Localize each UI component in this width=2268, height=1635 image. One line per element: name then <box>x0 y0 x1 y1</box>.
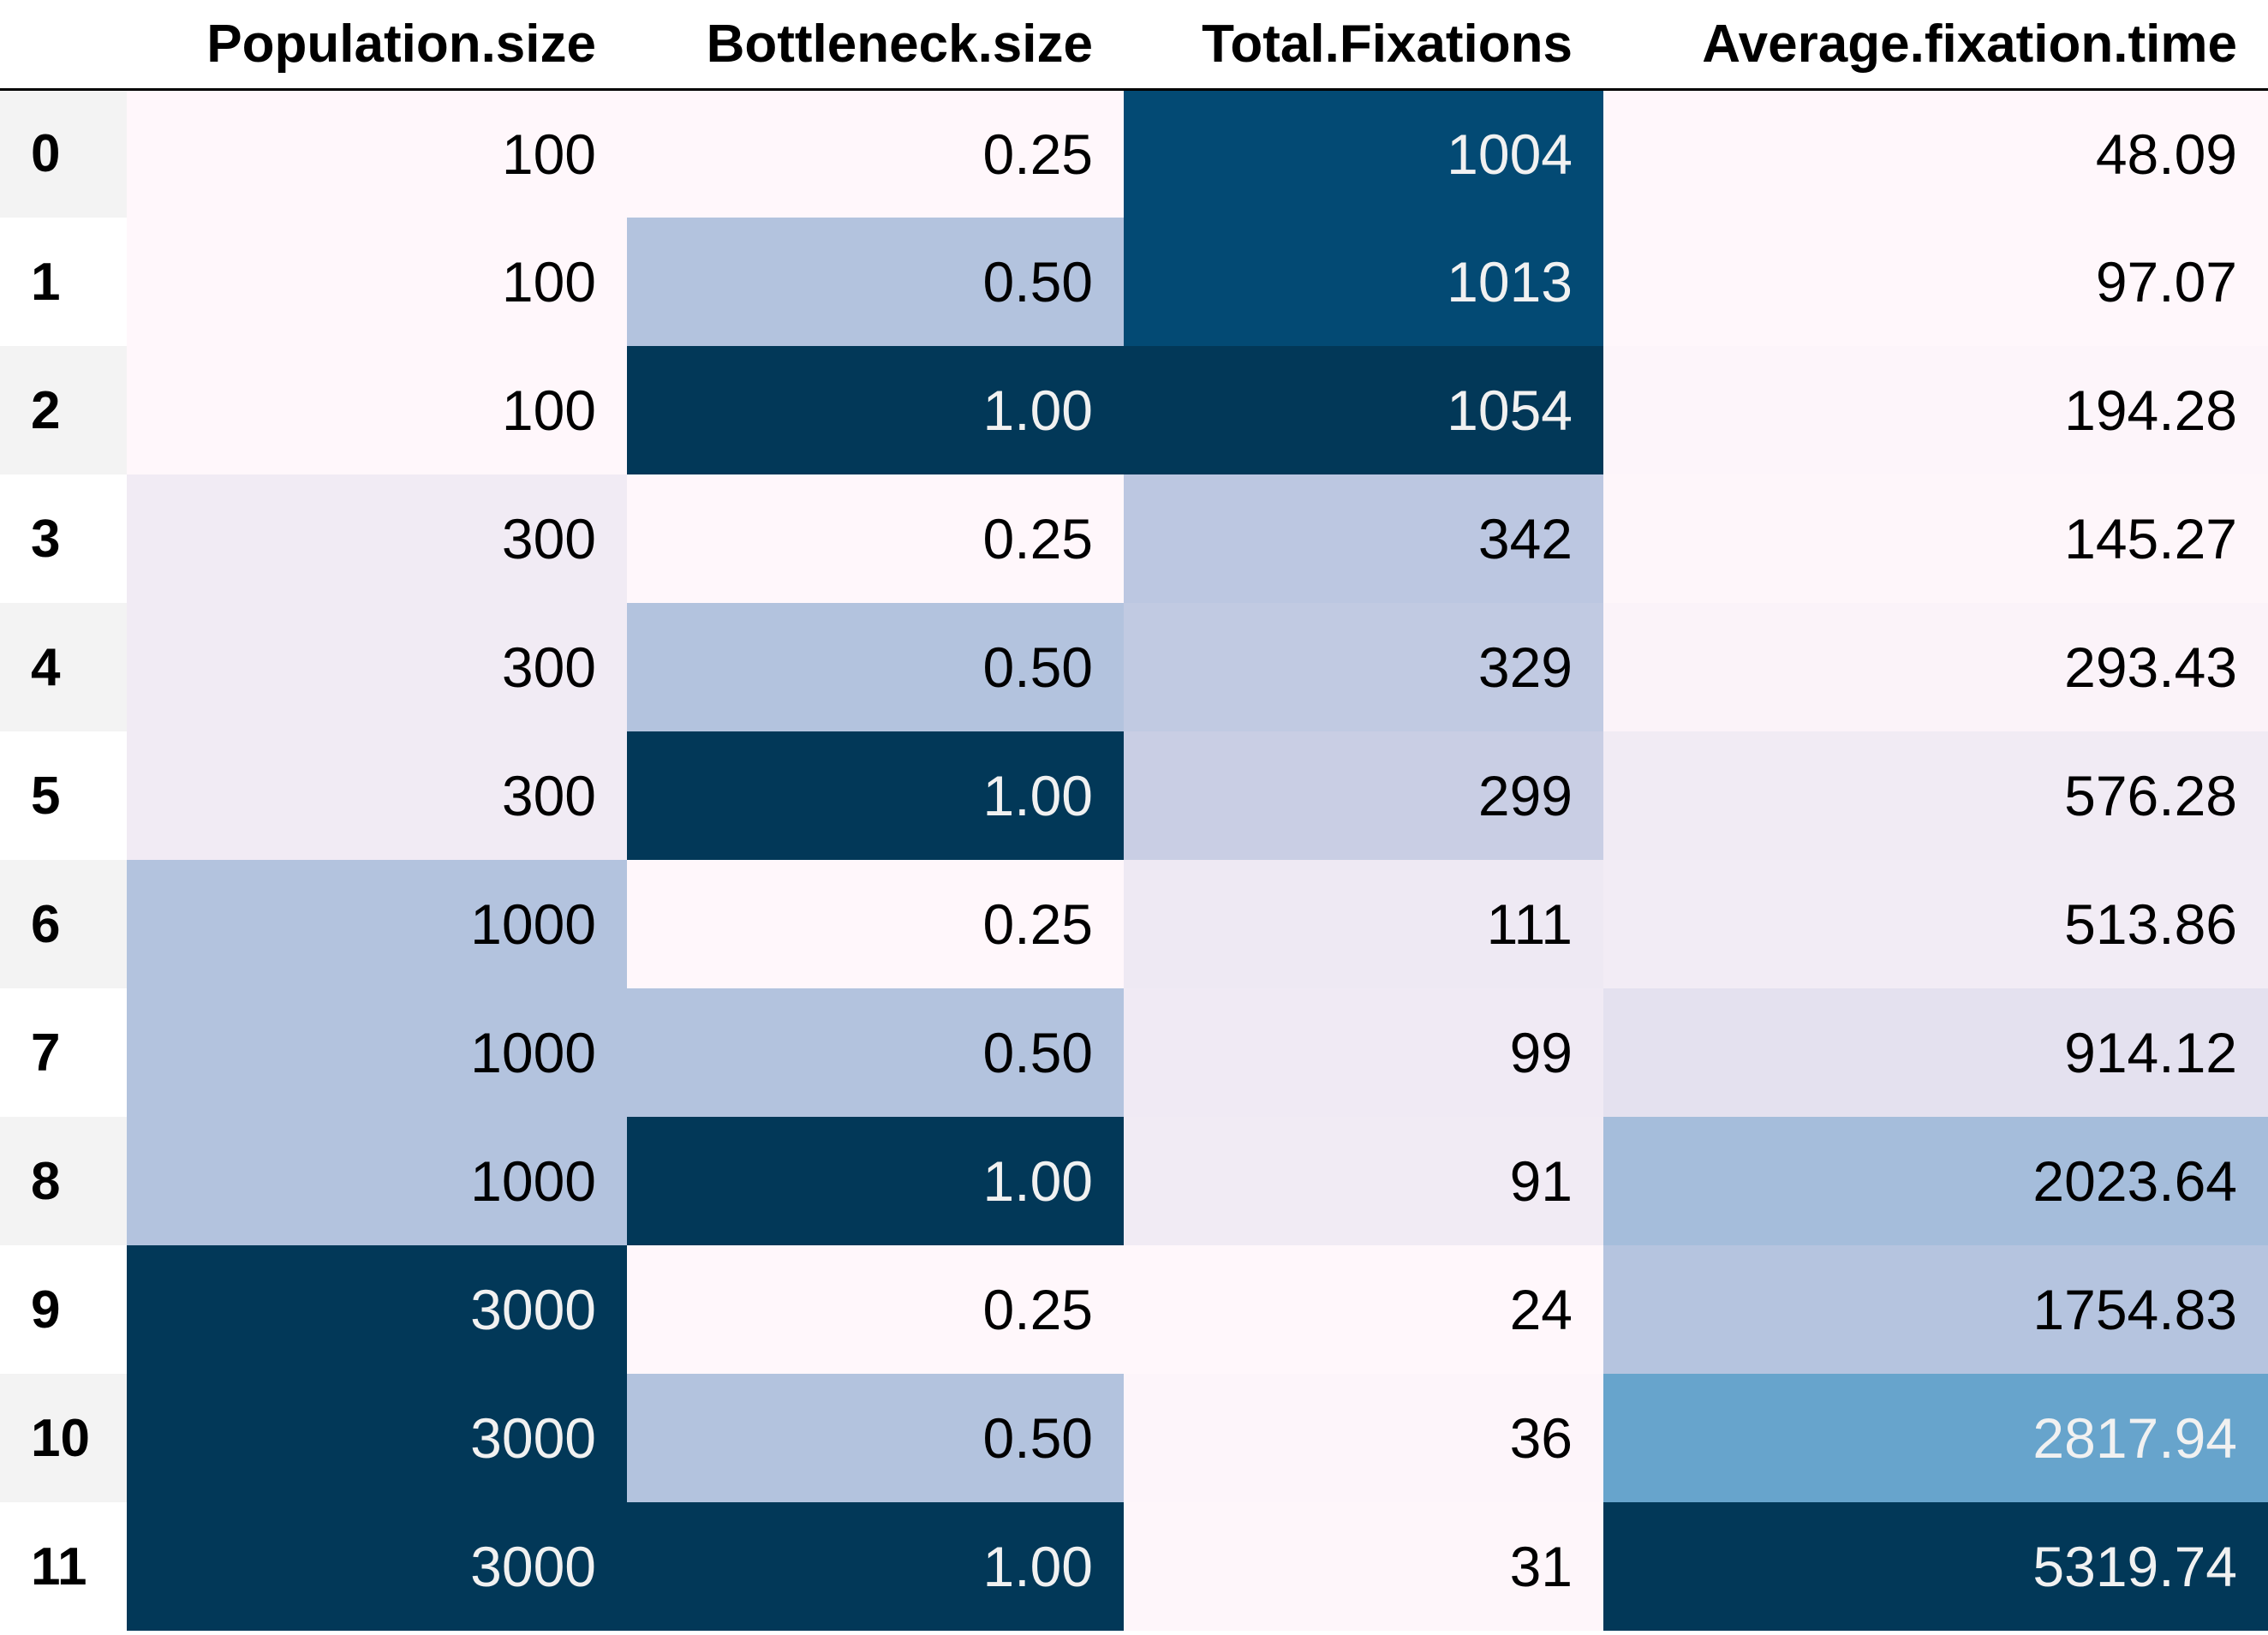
row-index: 10 <box>0 1374 127 1502</box>
row-index: 8 <box>0 1117 127 1245</box>
table-row: 4 300 0.50 329 293.43 <box>0 603 2268 731</box>
cell-total-fixations: 342 <box>1124 474 1603 603</box>
cell-total-fixations: 36 <box>1124 1374 1603 1502</box>
row-index: 6 <box>0 860 127 988</box>
row-index: 2 <box>0 346 127 474</box>
cell-total-fixations: 1013 <box>1124 218 1603 346</box>
cell-total-fixations: 99 <box>1124 988 1603 1117</box>
row-index: 0 <box>0 89 127 218</box>
cell-average-fixation-time: 2023.64 <box>1603 1117 2268 1245</box>
cell-population-size: 300 <box>127 474 627 603</box>
table-row: 8 1000 1.00 91 2023.64 <box>0 1117 2268 1245</box>
table-header: Population.size Bottleneck.size Total.Fi… <box>0 0 2268 91</box>
cell-average-fixation-time: 1754.83 <box>1603 1245 2268 1374</box>
header-row: Population.size Bottleneck.size Total.Fi… <box>0 0 2268 91</box>
cell-bottleneck-size: 0.25 <box>627 89 1124 218</box>
cell-bottleneck-size: 0.25 <box>627 474 1124 603</box>
cell-bottleneck-size: 1.00 <box>627 1117 1124 1245</box>
row-index: 3 <box>0 474 127 603</box>
table-row: 10 3000 0.50 36 2817.94 <box>0 1374 2268 1502</box>
cell-population-size: 100 <box>127 346 627 474</box>
cell-average-fixation-time: 145.27 <box>1603 474 2268 603</box>
cell-average-fixation-time: 914.12 <box>1603 988 2268 1117</box>
cell-bottleneck-size: 0.50 <box>627 988 1124 1117</box>
cell-average-fixation-time: 48.09 <box>1603 89 2268 218</box>
cell-bottleneck-size: 0.25 <box>627 860 1124 988</box>
cell-average-fixation-time: 293.43 <box>1603 603 2268 731</box>
cell-bottleneck-size: 0.50 <box>627 1374 1124 1502</box>
cell-total-fixations: 31 <box>1124 1502 1603 1631</box>
cell-average-fixation-time: 2817.94 <box>1603 1374 2268 1502</box>
cell-bottleneck-size: 0.25 <box>627 1245 1124 1374</box>
cell-total-fixations: 24 <box>1124 1245 1603 1374</box>
column-header-population-size: Population.size <box>127 0 627 91</box>
cell-total-fixations: 1004 <box>1124 89 1603 218</box>
cell-bottleneck-size: 0.50 <box>627 603 1124 731</box>
cell-population-size: 1000 <box>127 860 627 988</box>
row-index: 11 <box>0 1502 127 1631</box>
column-header-bottleneck-size: Bottleneck.size <box>627 0 1124 91</box>
cell-population-size: 3000 <box>127 1374 627 1502</box>
cell-bottleneck-size: 1.00 <box>627 1502 1124 1631</box>
cell-population-size: 300 <box>127 603 627 731</box>
table-body: 0 100 0.25 1004 48.09 1 100 0.50 1013 97.07 2 100 1.… <box>0 89 2268 1631</box>
row-index: 9 <box>0 1245 127 1374</box>
cell-population-size: 3000 <box>127 1502 627 1631</box>
column-header-total-fixations: Total.Fixations <box>1124 0 1603 91</box>
column-header-average-fixation-time: Average.fixation.time <box>1603 0 2268 91</box>
cell-average-fixation-time: 513.86 <box>1603 860 2268 988</box>
table-row: 6 1000 0.25 111 513.86 <box>0 860 2268 988</box>
table-row: 7 1000 0.50 99 914.12 <box>0 988 2268 1117</box>
cell-population-size: 100 <box>127 89 627 218</box>
cell-average-fixation-time: 97.07 <box>1603 218 2268 346</box>
table-row: 5 300 1.00 299 576.28 <box>0 731 2268 860</box>
row-index: 7 <box>0 988 127 1117</box>
table-row: 0 100 0.25 1004 48.09 <box>0 89 2268 218</box>
table-row: 11 3000 1.00 31 5319.74 <box>0 1502 2268 1631</box>
cell-population-size: 1000 <box>127 1117 627 1245</box>
row-index: 5 <box>0 731 127 860</box>
cell-bottleneck-size: 1.00 <box>627 731 1124 860</box>
table-row: 9 3000 0.25 24 1754.83 <box>0 1245 2268 1374</box>
cell-average-fixation-time: 194.28 <box>1603 346 2268 474</box>
table-row: 3 300 0.25 342 145.27 <box>0 474 2268 603</box>
cell-population-size: 1000 <box>127 988 627 1117</box>
cell-total-fixations: 329 <box>1124 603 1603 731</box>
cell-total-fixations: 1054 <box>1124 346 1603 474</box>
cell-total-fixations: 91 <box>1124 1117 1603 1245</box>
cell-bottleneck-size: 1.00 <box>627 346 1124 474</box>
row-index: 1 <box>0 218 127 346</box>
cell-total-fixations: 299 <box>1124 731 1603 860</box>
cell-average-fixation-time: 576.28 <box>1603 731 2268 860</box>
cell-bottleneck-size: 0.50 <box>627 218 1124 346</box>
cell-total-fixations: 111 <box>1124 860 1603 988</box>
cell-average-fixation-time: 5319.74 <box>1603 1502 2268 1631</box>
header-corner <box>0 0 127 91</box>
table-row: 1 100 0.50 1013 97.07 <box>0 218 2268 346</box>
row-index: 4 <box>0 603 127 731</box>
cell-population-size: 300 <box>127 731 627 860</box>
cell-population-size: 100 <box>127 218 627 346</box>
cell-population-size: 3000 <box>127 1245 627 1374</box>
table-row: 2 100 1.00 1054 194.28 <box>0 346 2268 474</box>
